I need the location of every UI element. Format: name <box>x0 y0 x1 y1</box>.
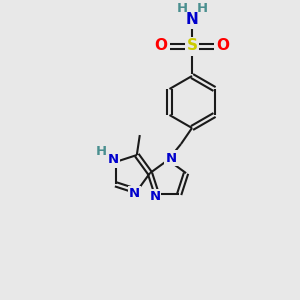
Text: H: H <box>96 146 107 158</box>
Text: N: N <box>186 13 198 28</box>
Text: N: N <box>108 154 119 166</box>
Text: N: N <box>165 152 177 164</box>
Text: N: N <box>129 187 140 200</box>
Text: H: H <box>196 2 208 16</box>
Text: S: S <box>187 38 197 53</box>
Text: O: O <box>217 38 230 53</box>
Text: H: H <box>176 2 188 16</box>
Text: O: O <box>154 38 167 53</box>
Text: N: N <box>149 190 161 203</box>
